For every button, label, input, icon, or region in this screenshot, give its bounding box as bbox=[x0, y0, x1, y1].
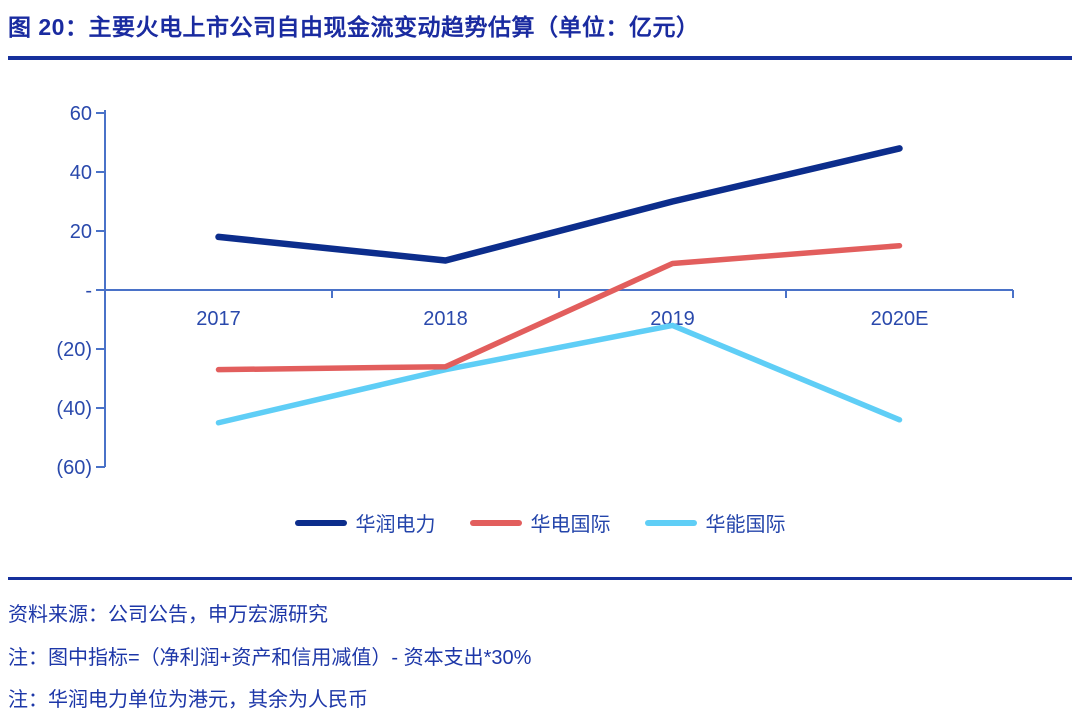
legend-item-2: 华能国际 bbox=[644, 508, 786, 537]
figure-title: 图 20：主要火电上市公司自由现金流变动趋势估算（单位：亿元） bbox=[8, 14, 700, 40]
chart-svg: 60 40 20 - (20) (40) (60) 2017 2018 2019 2020E bbox=[56, 103, 1014, 479]
x-axis-category-label: 2020E bbox=[871, 308, 929, 330]
x-axis-category-label: 2018 bbox=[423, 308, 468, 330]
legend-swatch-icon bbox=[469, 519, 522, 526]
legend-label: 华电国际 bbox=[530, 514, 611, 536]
y-axis-tick-label: - bbox=[85, 280, 92, 302]
y-axis-tick-label: 20 bbox=[70, 221, 92, 243]
legend-item-1: 华电国际 bbox=[469, 508, 611, 537]
legend-label: 华润电力 bbox=[355, 514, 436, 536]
chart-legend: 华润电力 华电国际 华能国际 bbox=[0, 508, 1080, 537]
x-axis-category-label: 2019 bbox=[650, 308, 695, 330]
y-axis-tick-label: (20) bbox=[56, 339, 92, 361]
footer-divider bbox=[8, 577, 1072, 580]
note-currency-text: 注：华润电力单位为港元，其余为人民币 bbox=[8, 689, 368, 711]
line-series-2 bbox=[215, 322, 903, 426]
legend-item-0: 华润电力 bbox=[294, 508, 436, 537]
x-axis-category-label: 2017 bbox=[196, 308, 241, 330]
y-axis-tick-label: (60) bbox=[56, 457, 92, 479]
title-divider bbox=[8, 56, 1072, 60]
legend-label: 华能国际 bbox=[705, 514, 786, 536]
line-series-0 bbox=[215, 145, 903, 264]
legend-swatch-icon bbox=[294, 519, 347, 526]
legend-swatch-icon bbox=[644, 519, 697, 526]
line-series-1 bbox=[215, 243, 903, 373]
y-axis-tick-label: (40) bbox=[56, 398, 92, 420]
y-axis-tick-label: 60 bbox=[70, 103, 92, 125]
source-text: 资料来源：公司公告，申万宏源研究 bbox=[8, 604, 328, 626]
note-indicator-text: 注：图中指标=（净利润+资产和信用减值）- 资本支出*30% bbox=[8, 647, 532, 669]
y-axis-tick-label: 40 bbox=[70, 162, 92, 184]
